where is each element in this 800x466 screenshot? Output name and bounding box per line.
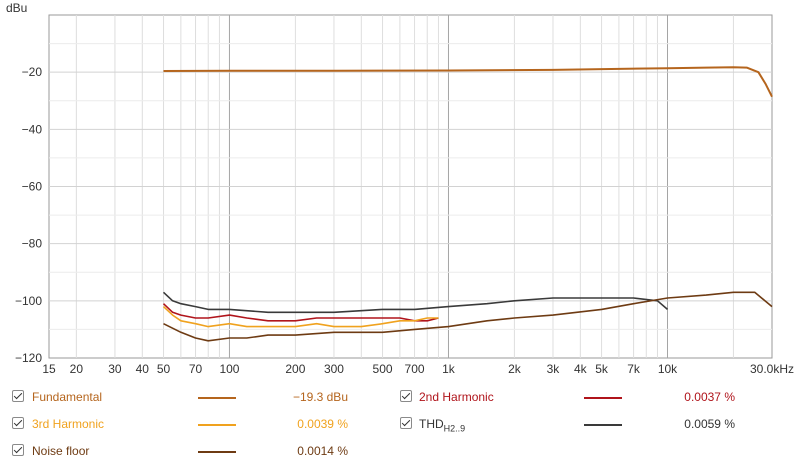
y-axis-label: dBu (6, 1, 27, 15)
series-line-noise-floor (163, 291, 773, 342)
x-tick-labels: 15 20 30 40 50 70 100 200 300 500 700 1k 2k 3k 4k 5k 7k 1… (42, 362, 794, 376)
x-tick-label: 1k (442, 362, 456, 376)
legend-item-thd[interactable]: THDH2..9 0.0059 % (400, 415, 780, 435)
legend-swatch (198, 451, 236, 453)
y-tick-label: −20 (22, 65, 43, 79)
legend-swatch (198, 424, 236, 426)
x-tick-label: 100 (219, 362, 239, 376)
x-tick-label: 300 (324, 362, 344, 376)
legend-label: Fundamental (32, 390, 103, 404)
checkbox-2nd-harmonic[interactable] (400, 390, 412, 402)
x-tick-label: 7k (627, 362, 641, 376)
legend-label: 3rd Harmonic (32, 417, 105, 431)
legend-swatch (584, 397, 622, 399)
x-tick-label: 200 (285, 362, 305, 376)
legend-item-2nd-harmonic[interactable]: 2nd Harmonic 0.0037 % (400, 388, 780, 408)
legend-value: 0.0039 % (297, 417, 348, 431)
legend-item-noise-floor[interactable]: Noise floor 0.0014 % (12, 442, 392, 462)
legend-label: Noise floor (32, 444, 90, 458)
x-tick-label: 20 (70, 362, 84, 376)
x-tick-label: 700 (405, 362, 425, 376)
legend-item-fundamental[interactable]: Fundamental −19.3 dBu (12, 388, 392, 408)
legend-value: 0.0059 % (684, 417, 735, 431)
series-line-3rd-harmonic (162, 306, 439, 328)
legend-value: 0.0037 % (684, 390, 735, 404)
legend-value: −19.3 dBu (292, 390, 348, 404)
legend-label: 2nd Harmonic (419, 390, 494, 404)
series-line-2nd-harmonic (162, 303, 439, 322)
plot-area (162, 66, 773, 342)
checkbox-fundamental[interactable] (12, 390, 24, 402)
series-line-thd (162, 291, 669, 314)
series-line-fundamental (163, 66, 773, 98)
checkbox-noise-floor[interactable] (12, 444, 24, 456)
legend-swatch (584, 424, 622, 426)
x-tick-label: 10k (658, 362, 678, 376)
x-tick-label: 5k (595, 362, 609, 376)
y-tick-label: −60 (22, 180, 43, 194)
legend-swatch (198, 397, 236, 399)
x-tick-label: 500 (373, 362, 393, 376)
legend-label: THDH2..9 (419, 417, 465, 433)
x-tick-label: 2k (508, 362, 522, 376)
x-tick-label: 15 (42, 362, 56, 376)
x-tick-label: 50 (157, 362, 171, 376)
x-tick-label: 4k (574, 362, 588, 376)
x-tick-label: 3k (547, 362, 561, 376)
y-tick-label: −40 (22, 122, 43, 136)
x-tick-label: 30 (108, 362, 122, 376)
x-tick-label: 30.0kHz (750, 362, 794, 376)
y-tick-label: −100 (15, 294, 42, 308)
y-tick-label: −120 (15, 351, 42, 365)
legend-item-3rd-harmonic[interactable]: 3rd Harmonic 0.0039 % (12, 415, 392, 435)
x-tick-label: 40 (136, 362, 150, 376)
y-gridlines (49, 43, 772, 330)
legend-label-sub: H2..9 (443, 423, 466, 434)
legend-label-main: THD (419, 417, 444, 431)
checkbox-3rd-harmonic[interactable] (12, 417, 24, 429)
y-tick-label: −80 (22, 237, 43, 251)
legend-value: 0.0014 % (297, 444, 348, 458)
checkbox-thd[interactable] (400, 417, 412, 429)
frequency-response-chart: 15 20 30 40 50 70 100 200 300 500 700 1k 2k 3k 4k 5k 7k 1… (6, 1, 794, 376)
y-tick-labels: −20 −40 −60 −80 −100 −120 (15, 65, 42, 365)
x-tick-label: 70 (189, 362, 203, 376)
